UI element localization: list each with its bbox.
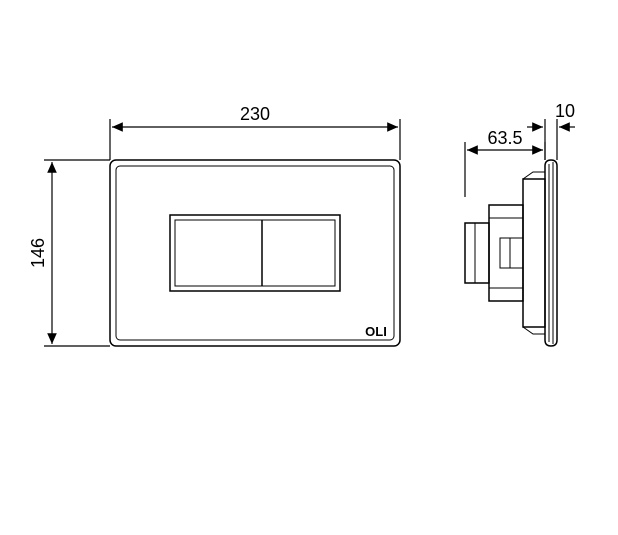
dim-width-label: 230 [240, 104, 270, 124]
dim-thickness-label: 10 [555, 101, 575, 121]
side-mechanism [465, 172, 545, 334]
front-view: 230 146 OLI [28, 104, 400, 346]
front-plate-outer [110, 160, 400, 346]
dim-height: 146 [28, 160, 110, 346]
brand-logo: OLI [365, 324, 387, 339]
dim-height-label: 146 [28, 238, 48, 268]
dim-depth: 63.5 [465, 128, 545, 197]
button-frame [170, 215, 340, 291]
front-plate-inner-bevel [116, 166, 394, 340]
dim-width: 230 [110, 104, 400, 160]
dim-depth-label: 63.5 [487, 128, 522, 148]
side-plate [545, 160, 557, 346]
dim-thickness: 10 [527, 101, 575, 160]
button-inner [175, 220, 335, 286]
side-view: 10 63.5 [465, 101, 575, 346]
flush-buttons [170, 215, 340, 291]
